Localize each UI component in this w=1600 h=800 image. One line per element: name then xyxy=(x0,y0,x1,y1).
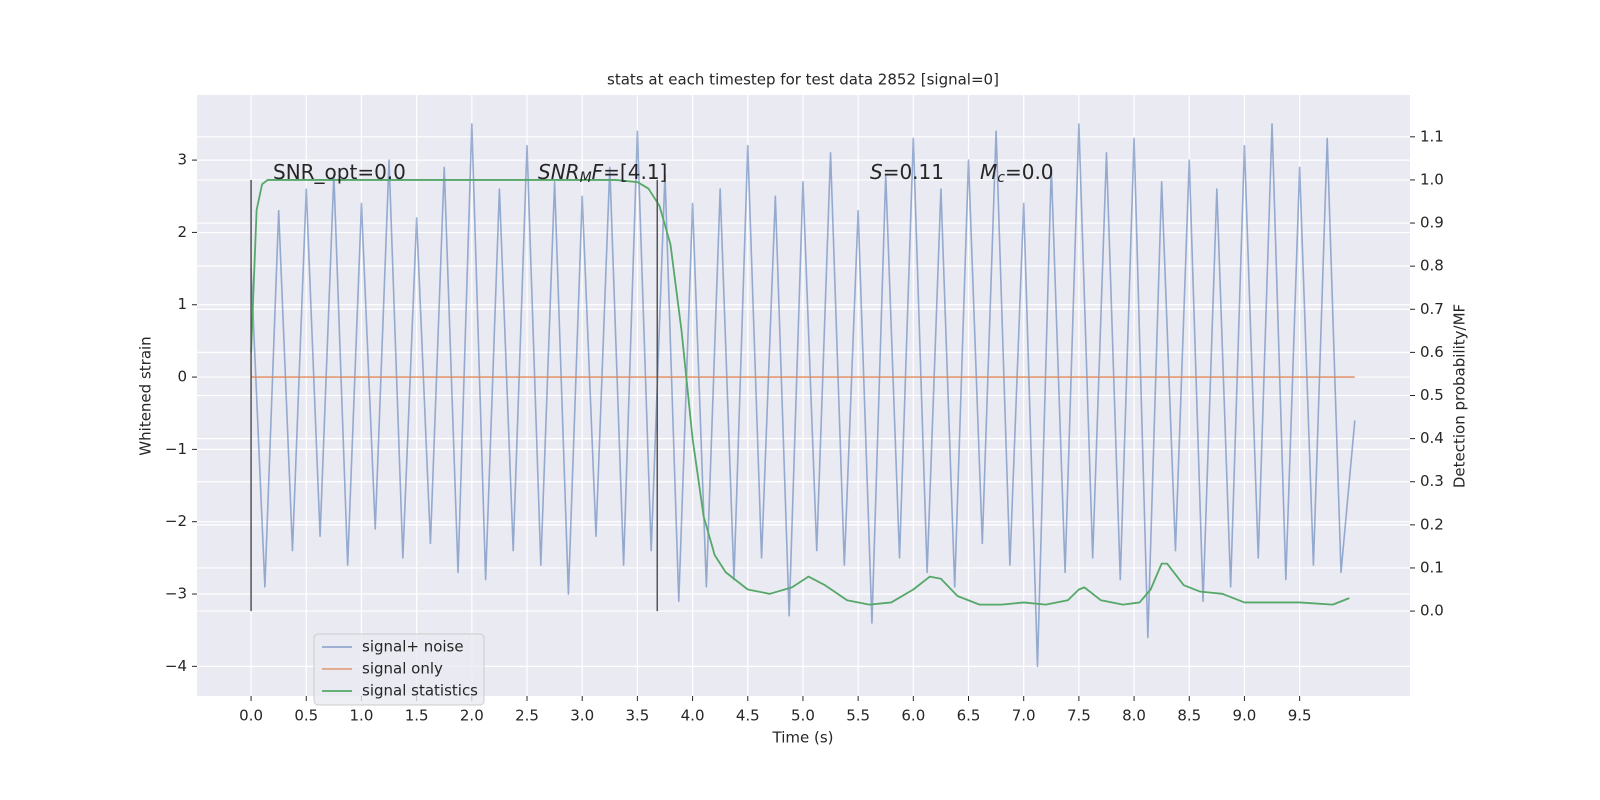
x-tick-label: 3.0 xyxy=(570,707,594,725)
x-tick-label: 8.5 xyxy=(1177,707,1201,725)
legend-label: signal only xyxy=(362,660,443,678)
x-tick-label: 3.5 xyxy=(625,707,649,725)
x-tick-label: 9.0 xyxy=(1233,707,1257,725)
y2-tick-label: 0.5 xyxy=(1420,386,1444,404)
x-tick-label: 6.5 xyxy=(957,707,981,725)
y2-tick-label: 0.8 xyxy=(1420,257,1444,275)
annotation-part: M xyxy=(980,160,997,184)
x-tick-label: 4.5 xyxy=(736,707,760,725)
y-tick-label: −3 xyxy=(165,585,187,603)
y2-tick-label: 1.1 xyxy=(1420,127,1444,145)
x-tick-label: 0.5 xyxy=(294,707,318,725)
y2-tick-label: 1.0 xyxy=(1420,170,1444,188)
y2-tick-label: 0.9 xyxy=(1420,214,1444,232)
legend-box xyxy=(313,633,485,706)
y-tick-label: 2 xyxy=(177,223,187,241)
annotation: SNRMF=[4.1] xyxy=(538,160,667,187)
x-tick-label: 6.0 xyxy=(901,707,925,725)
x-tick-label: 0.0 xyxy=(239,707,263,725)
y2-tick-label: 0.1 xyxy=(1420,558,1444,576)
x-tick-label: 2.0 xyxy=(460,707,484,725)
x-tick-label: 1.5 xyxy=(405,707,429,725)
series-line xyxy=(250,179,1350,606)
y-axis-label: Whitened strain xyxy=(137,336,155,455)
annotation-part: =0.11 xyxy=(883,160,944,184)
annotation: S=0.11 xyxy=(870,160,944,184)
y2-tick-label: 0.3 xyxy=(1420,472,1444,490)
annotation: SNR_opt=0.0 xyxy=(273,160,406,184)
annotation-part: =0.0 xyxy=(1005,160,1054,184)
x-tick-label: 7.5 xyxy=(1067,707,1091,725)
y-tick-label: −1 xyxy=(165,440,187,458)
series-line xyxy=(250,123,1356,668)
legend-label: signal+ noise xyxy=(362,638,464,656)
x-tick-label: 9.5 xyxy=(1288,707,1312,725)
y-tick-label: −2 xyxy=(165,512,187,530)
chart-title: stats at each timestep for test data 285… xyxy=(607,71,999,89)
annotation-part: c xyxy=(997,170,1005,186)
annotation-part: SNR_opt=0.0 xyxy=(273,160,406,184)
y-tick-label: 3 xyxy=(177,151,187,169)
annotation-part: SNR xyxy=(538,160,580,184)
annotation-part: M xyxy=(580,170,592,186)
y2-tick-label: 0.7 xyxy=(1420,300,1444,318)
legend-label: signal statistics xyxy=(362,682,478,700)
annotation-part: S xyxy=(870,160,883,184)
annotation: Mc=0.0 xyxy=(980,160,1054,187)
x-tick-label: 8.0 xyxy=(1122,707,1146,725)
y2-tick-label: 0.6 xyxy=(1420,343,1444,361)
y2-axis-label: Detection probability/MF xyxy=(1451,304,1469,488)
annotation-part: F xyxy=(592,160,604,184)
x-tick-label: 7.0 xyxy=(1012,707,1036,725)
y-tick-label: 0 xyxy=(177,368,187,386)
y2-tick-label: 0.2 xyxy=(1420,515,1444,533)
x-tick-label: 2.5 xyxy=(515,707,539,725)
y2-tick-label: 0.0 xyxy=(1420,602,1444,620)
y2-tick-label: 0.4 xyxy=(1420,429,1444,447)
y-tick-label: 1 xyxy=(177,295,187,313)
x-tick-label: 4.0 xyxy=(681,707,705,725)
x-tick-label: 5.5 xyxy=(846,707,870,725)
annotation-part: =[4.1] xyxy=(603,160,667,184)
x-tick-label: 1.0 xyxy=(350,707,374,725)
x-tick-label: 5.0 xyxy=(791,707,815,725)
x-axis-label: Time (s) xyxy=(772,729,834,747)
y-tick-label: −4 xyxy=(165,657,187,675)
